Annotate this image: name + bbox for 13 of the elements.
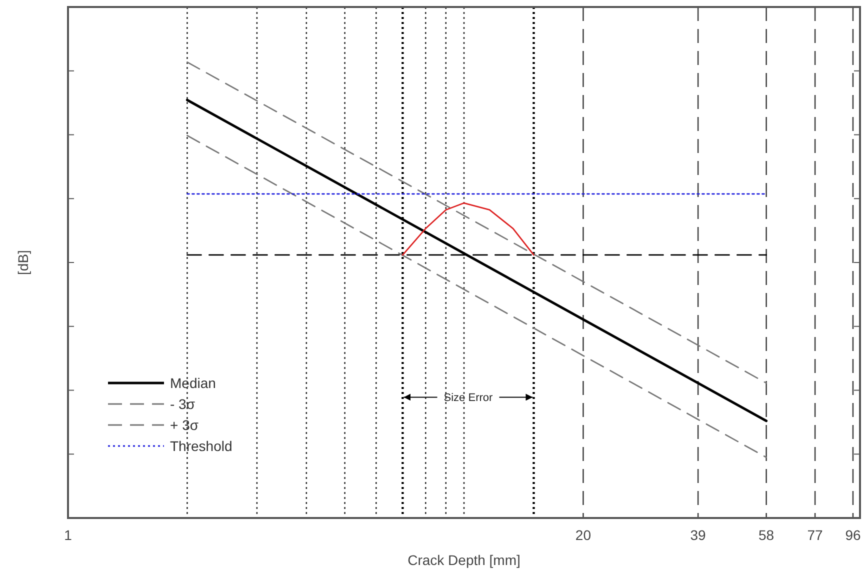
annotation: Size Error xyxy=(444,392,494,404)
legend-label: Median xyxy=(170,375,216,391)
x-tick-label: 58 xyxy=(758,527,774,543)
y-axis-title: [dB] xyxy=(15,250,31,275)
legend-label: + 3σ xyxy=(170,417,199,433)
x-tick-label: 1 xyxy=(64,527,72,543)
x-tick-label: 39 xyxy=(690,527,706,543)
x-tick-label: 77 xyxy=(807,527,824,543)
x-axis-title: Crack Depth [mm] xyxy=(408,552,520,568)
x-tick-label: 96 xyxy=(845,527,861,543)
x-tick-label: 20 xyxy=(575,527,592,543)
legend-label: Threshold xyxy=(170,438,232,454)
legend-label: - 3σ xyxy=(170,396,196,412)
